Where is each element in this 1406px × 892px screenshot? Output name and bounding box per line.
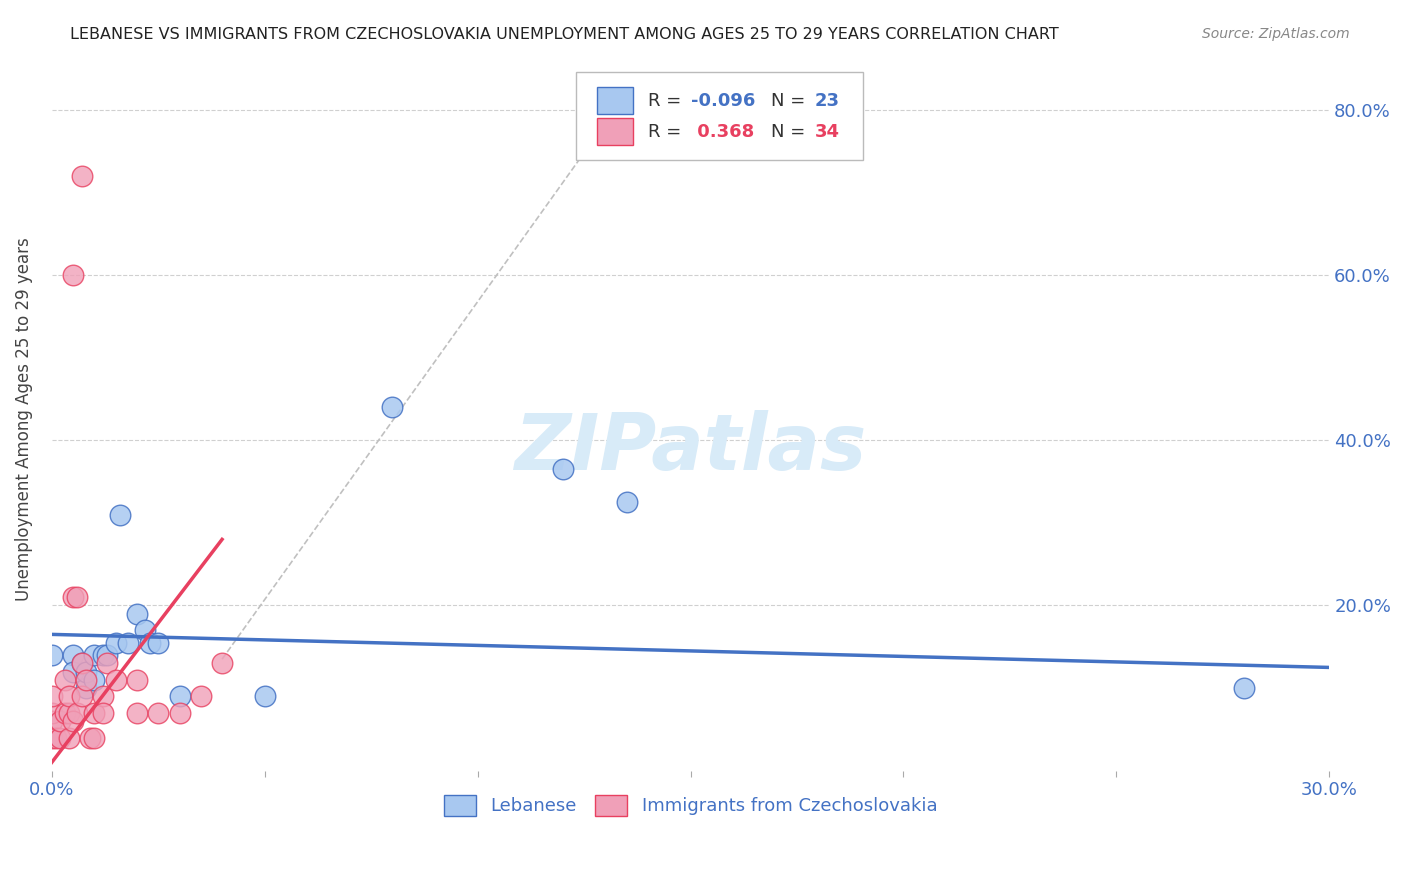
Point [41,690,63,704]
Point [138,635,160,649]
Point [108,508,131,522]
Text: 0.368: 0.368 [690,123,754,141]
Point [96,657,118,671]
Point [1233,681,1256,695]
Point [125,607,148,621]
Point [53,706,76,720]
Point [148,635,170,649]
Point [75,681,97,695]
Point [134,624,156,638]
Point [66,591,89,605]
Point [66,706,89,720]
Point [190,690,212,704]
FancyBboxPatch shape [598,119,633,145]
Point [211,657,233,671]
Point [62,268,84,282]
Text: R =: R = [648,123,688,141]
Point [117,635,139,649]
Y-axis label: Unemployment Among Ages 25 to 29 years: Unemployment Among Ages 25 to 29 years [15,238,32,601]
Point [62,591,84,605]
FancyBboxPatch shape [575,72,863,160]
Point [75,665,97,679]
Point [104,673,127,687]
Text: N =: N = [770,123,811,141]
Point [83,706,105,720]
Text: Source: ZipAtlas.com: Source: ZipAtlas.com [1202,27,1350,41]
Point [83,731,105,745]
Text: 23: 23 [814,92,839,110]
Text: N =: N = [770,92,811,110]
Point [58,731,80,745]
Text: 34: 34 [814,123,839,141]
Point [148,706,170,720]
Point [125,673,148,687]
Text: R =: R = [648,92,688,110]
Point [41,714,63,728]
Point [75,673,97,687]
Point [58,706,80,720]
Point [125,706,148,720]
Point [62,714,84,728]
Point [616,495,638,509]
Point [91,648,114,662]
Point [70,657,93,671]
Point [79,731,101,745]
Point [104,635,127,649]
Point [70,169,93,183]
Point [58,690,80,704]
Point [91,706,114,720]
Point [551,462,574,476]
Text: LEBANESE VS IMMIGRANTS FROM CZECHOSLOVAKIA UNEMPLOYMENT AMONG AGES 25 TO 29 YEAR: LEBANESE VS IMMIGRANTS FROM CZECHOSLOVAK… [70,27,1059,42]
Point [41,706,63,720]
Point [91,690,114,704]
Point [49,731,72,745]
Point [253,690,276,704]
Point [70,657,93,671]
Text: -0.096: -0.096 [690,92,755,110]
Point [53,673,76,687]
FancyBboxPatch shape [598,87,633,114]
Point [45,731,67,745]
Point [96,648,118,662]
Legend: Lebanese, Immigrants from Czechoslovakia: Lebanese, Immigrants from Czechoslovakia [434,786,946,825]
Point [41,731,63,745]
Point [41,648,63,662]
Point [62,665,84,679]
Point [49,714,72,728]
Point [381,401,404,415]
Point [83,673,105,687]
Text: ZIPatlas: ZIPatlas [515,409,866,485]
Point [70,690,93,704]
Point [169,690,191,704]
Point [83,648,105,662]
Point [62,648,84,662]
Point [169,706,191,720]
